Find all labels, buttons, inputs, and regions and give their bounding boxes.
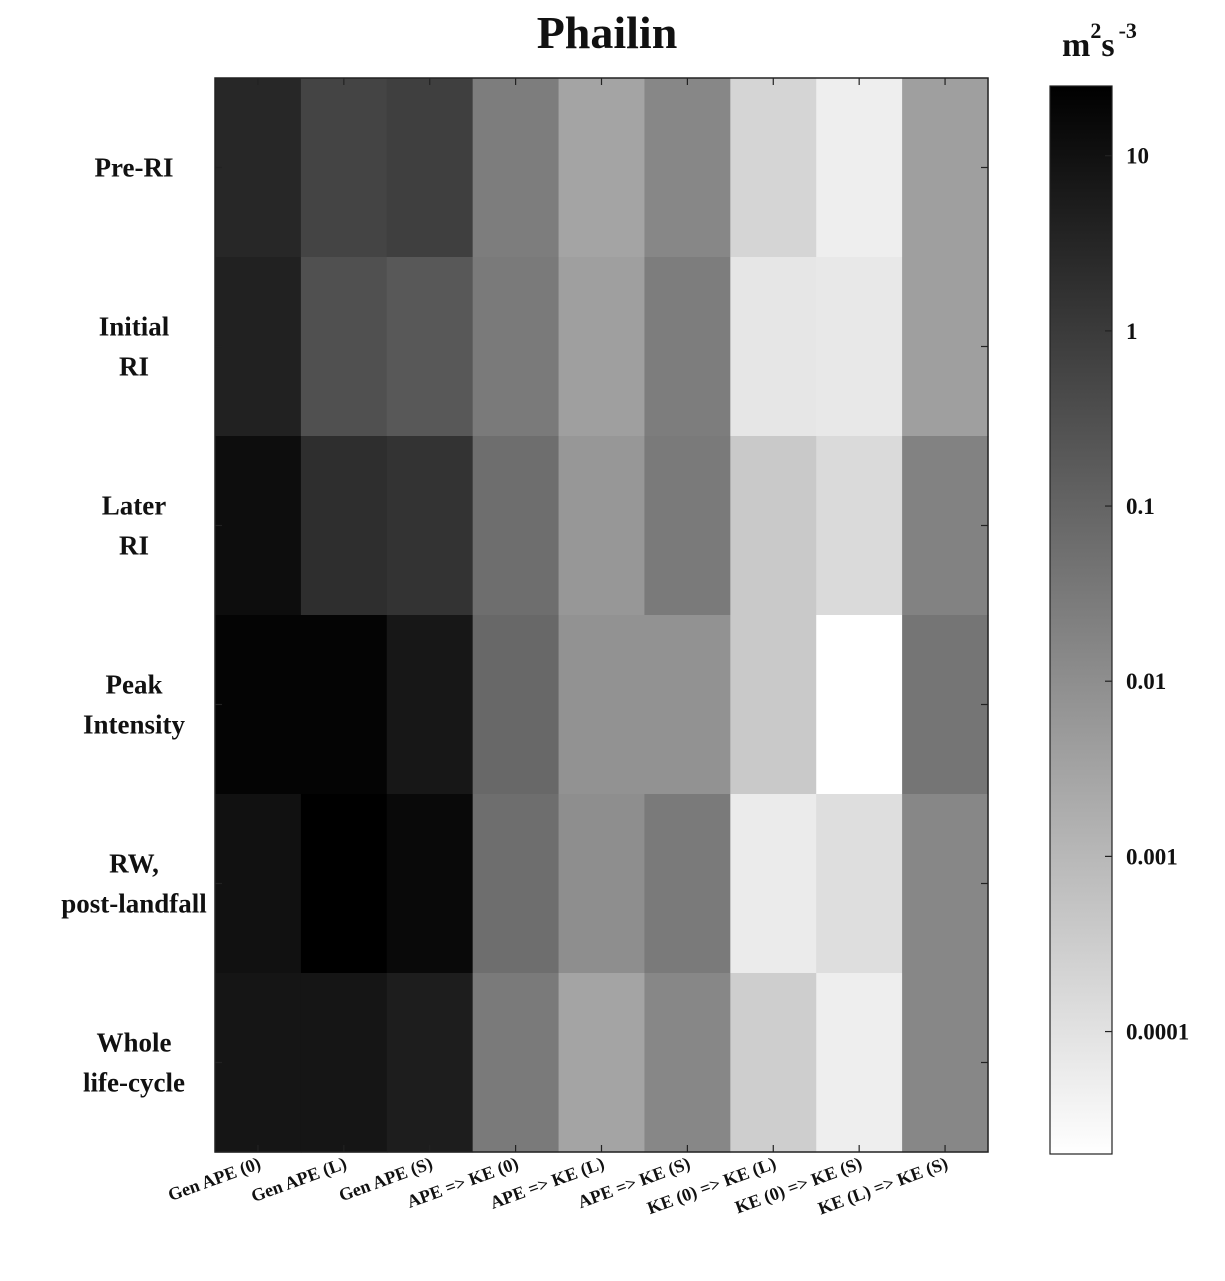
heatmap-cell — [300, 257, 388, 437]
heatmap-cell — [730, 794, 817, 974]
column-label: Gen APE (0) — [165, 1153, 263, 1206]
heatmap-cell — [902, 78, 989, 258]
heatmap-cell — [730, 615, 817, 795]
heatmap-cell — [300, 78, 388, 258]
heatmap-cell — [215, 257, 302, 437]
heatmap-cell — [816, 615, 903, 795]
colorbar-tick-label: 0.1 — [1126, 494, 1155, 519]
heatmap-cell — [300, 794, 388, 974]
heatmap-cell — [386, 794, 474, 974]
heatmap-cell — [558, 615, 646, 795]
heatmap-cell — [816, 436, 903, 616]
row-label-line: post-landfall — [61, 889, 207, 919]
heatmap-cell — [644, 615, 731, 795]
row-label: Initial RI — [99, 312, 170, 382]
colorbar-tick-label: 10 — [1126, 144, 1149, 169]
heatmap-cell — [472, 257, 560, 437]
heatmap-cell — [215, 78, 302, 258]
heatmap-cell — [902, 436, 989, 616]
heatmap-cell — [644, 257, 731, 437]
heatmap-cell — [816, 973, 903, 1153]
plot-ticks — [215, 78, 988, 1152]
colorbar-tick-label: 1 — [1126, 319, 1138, 344]
heatmap-cell — [386, 257, 474, 437]
heatmap-cell — [902, 257, 989, 437]
heatmap-cell — [300, 436, 388, 616]
heatmap-cell — [472, 794, 560, 974]
row-label-line: Pre-RI — [95, 153, 174, 183]
row-label-line: Peak — [106, 670, 163, 700]
row-label-line: RW, — [109, 849, 159, 879]
row-label: RW, post-landfall — [61, 849, 207, 919]
colorbar-ticks: 10 1 0.1 0.01 0.001 0.0001 — [1105, 144, 1189, 1045]
heatmap-cell — [816, 257, 903, 437]
heatmap-cell — [558, 436, 646, 616]
heatmap-cell — [816, 794, 903, 974]
heatmap-cell — [215, 436, 302, 616]
heatmap-cells — [215, 78, 989, 1153]
heatmap-cell — [558, 973, 646, 1153]
row-labels: Pre-RI Initial RI Later RI Peak Intensity RW, po… — [61, 153, 207, 1098]
heatmap-cell — [730, 436, 817, 616]
heatmap-cell — [386, 973, 474, 1153]
heatmap-cell — [902, 973, 989, 1153]
heatmap-cell — [816, 78, 903, 258]
colorbar — [1049, 85, 1113, 1155]
heatmap-cell — [300, 615, 388, 795]
heatmap-cell — [472, 78, 560, 258]
heatmap-cell — [472, 973, 560, 1153]
row-label-line: RI — [119, 352, 149, 382]
heatmap-cell — [215, 794, 302, 974]
row-label-line: Initial — [99, 312, 170, 342]
colorbar-tick-label: 0.01 — [1126, 669, 1166, 694]
row-label: Peak Intensity — [83, 670, 186, 740]
heatmap-cell — [386, 615, 474, 795]
row-label: Later RI — [102, 491, 166, 561]
colorbar-tick-label: 0.001 — [1126, 844, 1178, 869]
heatmap-cell — [730, 257, 817, 437]
heatmap-cell — [644, 973, 731, 1153]
heatmap-cell — [472, 615, 560, 795]
heatmap-cell — [386, 78, 474, 258]
heatmap-cell — [558, 78, 646, 258]
heatmap-cell — [730, 973, 817, 1153]
heatmap-cell — [558, 794, 646, 974]
row-label-line: RI — [119, 531, 149, 561]
heatmap-cell — [300, 973, 388, 1153]
row-label: Pre-RI — [95, 153, 174, 183]
row-label: Whole life-cycle — [83, 1028, 185, 1098]
heatmap-cell — [558, 257, 646, 437]
row-label-line: Later — [102, 491, 166, 521]
colorbar-tick-label: 0.0001 — [1126, 1020, 1189, 1045]
heatmap-cell — [215, 615, 302, 795]
column-label: Gen APE (L) — [248, 1153, 349, 1207]
heatmap-cell — [730, 78, 817, 258]
heatmap-cell — [902, 794, 989, 974]
chart-title: Phailin — [537, 7, 678, 58]
row-label-line: Whole — [96, 1028, 171, 1058]
heatmap-cell — [472, 436, 560, 616]
heatmap-cell — [386, 436, 474, 616]
column-labels: Gen APE (0)Gen APE (L)Gen APE (S)APE => … — [165, 1153, 950, 1219]
heatmap-cell — [644, 78, 731, 258]
heatmap-cell — [644, 794, 731, 974]
row-label-line: life-cycle — [83, 1068, 185, 1098]
heatmap-cell — [902, 615, 989, 795]
heatmap-cell — [644, 436, 731, 616]
heatmap-cell — [215, 973, 302, 1153]
row-label-line: Intensity — [83, 710, 186, 740]
colorbar-unit: m2s -3 — [1062, 18, 1137, 64]
